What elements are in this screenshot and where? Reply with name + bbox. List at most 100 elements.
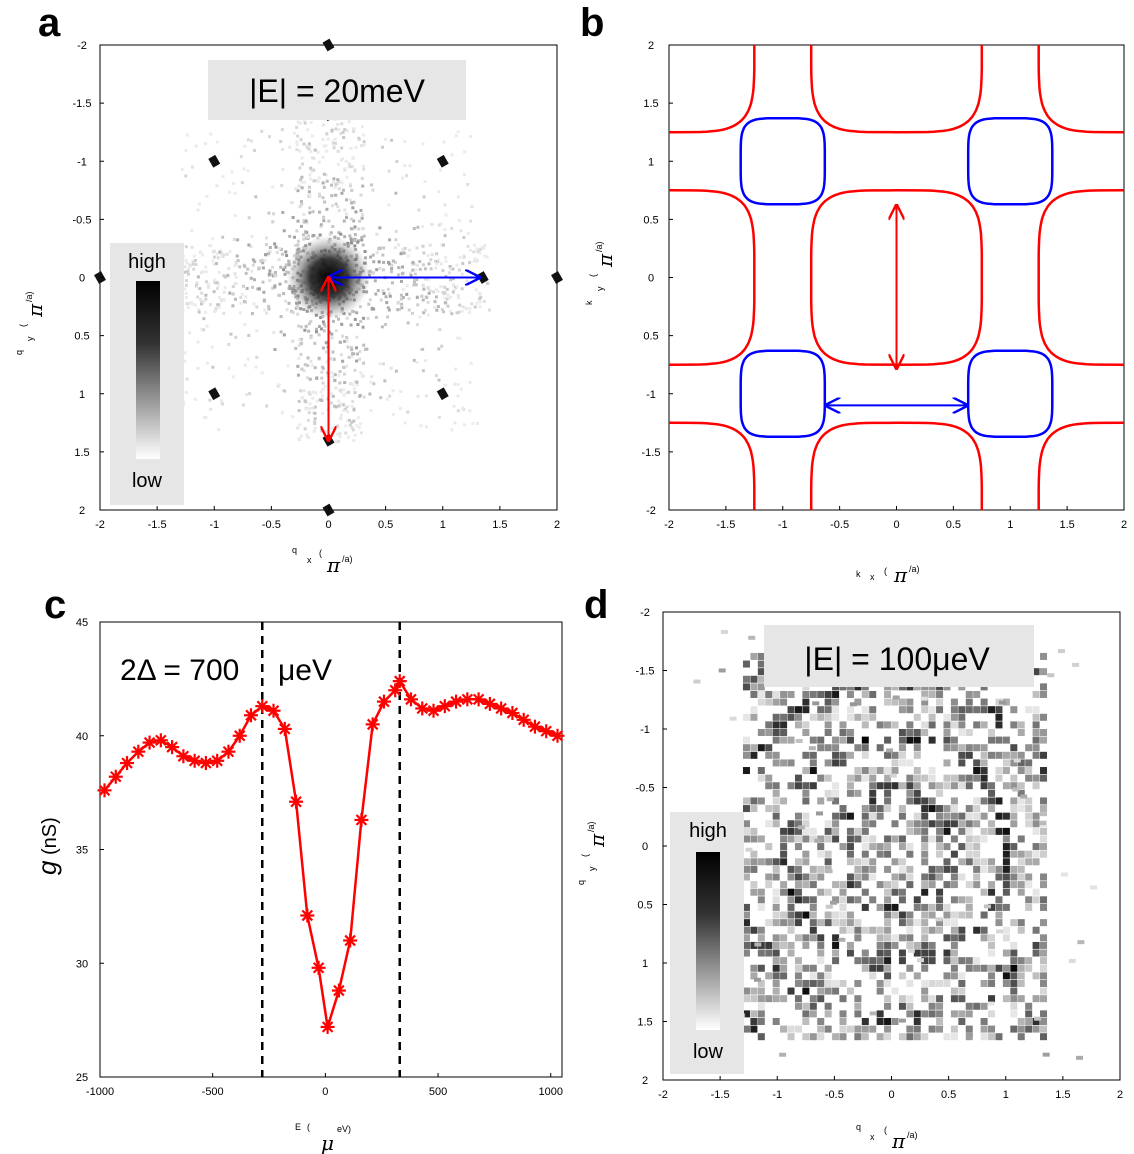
heatmap-cell — [340, 322, 344, 326]
heatmap-cell — [309, 177, 313, 181]
heatmap-cell — [950, 698, 958, 706]
heatmap-cell — [1025, 873, 1033, 881]
heatmap-cell — [483, 254, 487, 258]
heatmap-cell — [861, 812, 869, 820]
heatmap-cell — [242, 403, 246, 407]
heatmap-cell — [876, 1017, 884, 1025]
x-tick-label: 2 — [1117, 1089, 1123, 1101]
heatmap-cell — [273, 348, 277, 352]
fermi-pocket — [739, 349, 827, 439]
heatmap-cell — [817, 873, 825, 881]
panel-c-gap-markers — [261, 622, 401, 1077]
heatmap-cell — [311, 390, 315, 394]
heatmap-cell — [475, 301, 479, 305]
heatmap-cell — [299, 434, 303, 438]
heatmap-cell — [742, 903, 750, 911]
heatmap-cell — [1040, 919, 1048, 927]
heatmap-cell — [1042, 1052, 1050, 1057]
heatmap-cell — [211, 250, 215, 254]
heatmap-cell — [913, 736, 921, 744]
heatmap-cell — [421, 347, 425, 351]
heatmap-cell — [846, 782, 854, 790]
heatmap-cell — [411, 268, 415, 272]
heatmap-cell — [809, 919, 817, 927]
heatmap-cell — [244, 300, 248, 304]
heatmap-cell — [298, 166, 302, 170]
heatmap-cell — [324, 350, 328, 354]
heatmap-cell — [250, 234, 254, 238]
heatmap-cell — [750, 706, 758, 714]
heatmap-cell — [300, 175, 304, 179]
x-tick-label: 1 — [440, 519, 446, 531]
data-point — [404, 692, 419, 707]
heatmap-cell — [315, 327, 319, 331]
heatmap-cell — [817, 1017, 825, 1025]
heatmap-cell — [1032, 782, 1040, 790]
heatmap-cell — [973, 706, 981, 714]
heatmap-cell — [351, 383, 355, 387]
heatmap-cell — [765, 881, 773, 889]
heatmap-cell — [846, 850, 854, 858]
heatmap-cell — [468, 307, 472, 311]
heatmap-cell — [995, 812, 1003, 820]
heatmap-cell — [412, 262, 416, 266]
heatmap-cell — [427, 285, 431, 289]
heatmap-cell — [757, 1017, 765, 1025]
heatmap-cell — [958, 1010, 966, 1018]
heatmap-cell — [802, 721, 810, 729]
heatmap-cell — [300, 396, 304, 400]
heatmap-cell — [809, 827, 817, 835]
heatmap-cell — [936, 1010, 944, 1018]
heatmap-cell — [184, 283, 188, 287]
heatmap-cell — [296, 134, 300, 138]
heatmap-cell — [401, 288, 405, 292]
heatmap-cell — [884, 782, 892, 790]
heatmap-cell — [204, 265, 208, 269]
heatmap-cell — [824, 729, 832, 736]
heatmap-cell — [288, 234, 292, 238]
heatmap-cell — [337, 209, 341, 213]
panel-a-ylabel-main: q — [14, 350, 24, 355]
panel-b-x-label: k x ( π /a) — [856, 563, 920, 587]
heatmap-cell — [861, 1033, 869, 1041]
x-tick-label: 0 — [325, 519, 331, 531]
heatmap-cell — [869, 690, 877, 698]
heatmap-cell — [794, 873, 802, 881]
heatmap-cell — [466, 182, 470, 186]
heatmap-cell — [378, 226, 382, 230]
y-tick-label: -2 — [77, 40, 87, 52]
heatmap-cell — [263, 259, 267, 263]
heatmap-cell — [958, 858, 966, 866]
heatmap-cell — [430, 222, 434, 226]
heatmap-cell — [898, 858, 906, 866]
panel-d-colorbar-low: low — [693, 1041, 724, 1063]
heatmap-cell — [943, 774, 951, 782]
heatmap-cell — [259, 259, 263, 263]
heatmap-cell — [343, 381, 347, 385]
heatmap-cell — [339, 232, 343, 236]
heatmap-cell — [928, 805, 936, 813]
heatmap-cell — [1010, 1010, 1018, 1018]
heatmap-cell — [331, 139, 335, 143]
heatmap-cell — [296, 219, 300, 223]
heatmap-cell — [419, 424, 423, 428]
heatmap-cell — [884, 767, 892, 775]
fermi-pocket — [966, 349, 1054, 439]
heatmap-cell — [372, 307, 376, 311]
data-point — [311, 960, 326, 975]
heatmap-cell — [302, 218, 306, 222]
heatmap-cell — [936, 698, 944, 706]
heatmap-cell — [980, 812, 988, 820]
heatmap-cell — [988, 941, 996, 949]
heatmap-cell — [296, 239, 300, 243]
heatmap-cell — [809, 1033, 817, 1041]
heatmap-cell — [921, 995, 929, 1003]
heatmap-cell — [421, 283, 425, 287]
heatmap-cell — [1017, 729, 1025, 736]
heatmap-cell — [794, 835, 802, 843]
heatmap-cell — [884, 690, 892, 698]
y-tick-label: -1 — [646, 389, 656, 401]
heatmap-cell — [295, 125, 299, 129]
heatmap-cell — [1057, 649, 1065, 654]
heatmap-cell — [300, 186, 304, 190]
